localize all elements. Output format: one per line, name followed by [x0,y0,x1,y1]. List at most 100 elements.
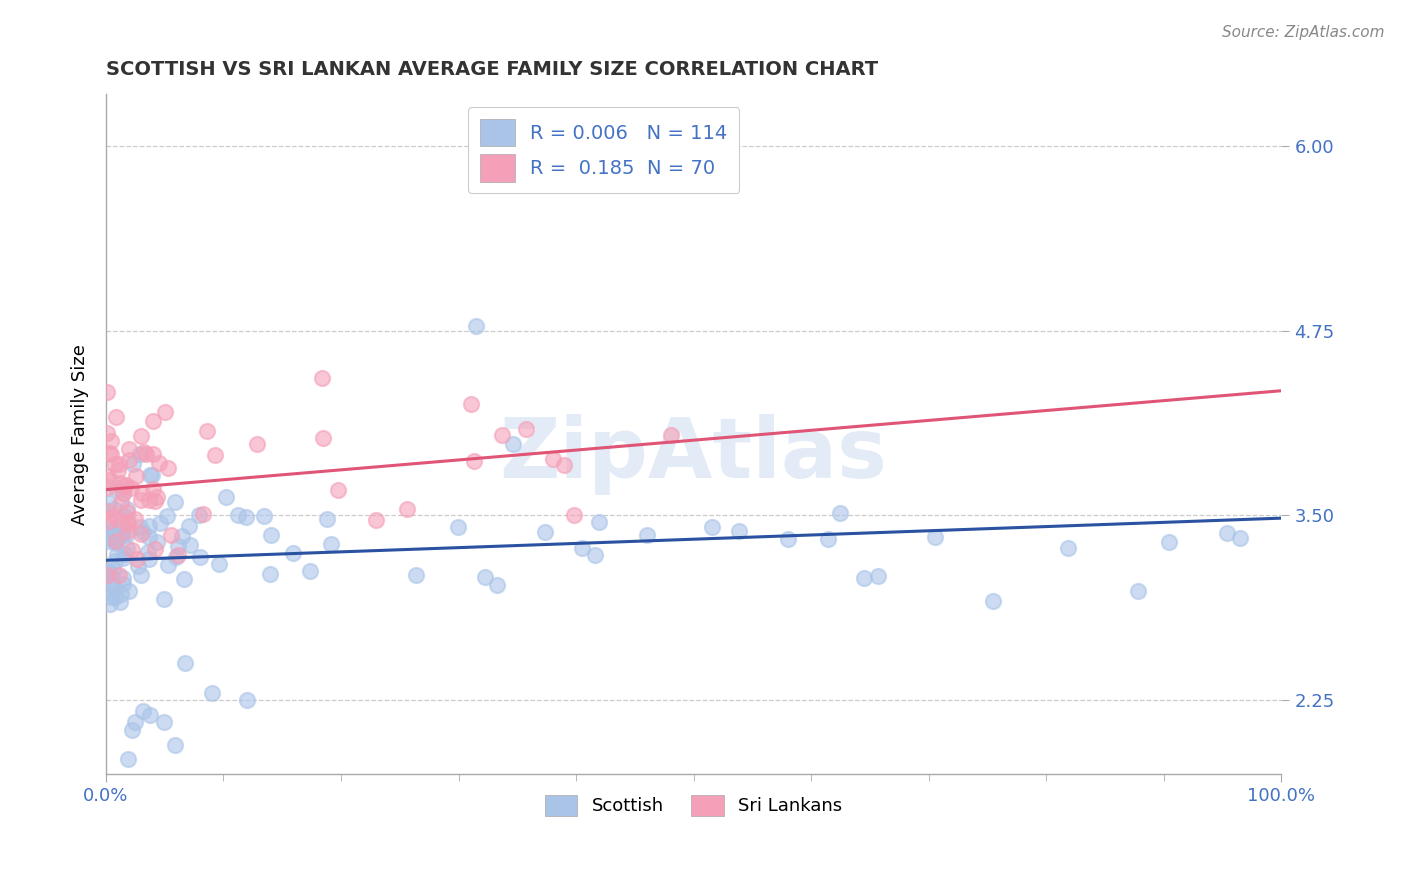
Point [174,657,197,671]
Point [111,528,134,542]
Point [659,428,682,442]
Point [700,520,723,534]
Point [152,715,174,730]
Point [117,524,139,538]
Point [235,510,257,524]
Point [104,553,127,567]
Point [96,469,118,483]
Point [447,520,470,534]
Point [112,571,135,585]
Point [165,738,187,752]
Point [159,528,181,542]
Point [142,415,165,429]
Point [96,504,118,518]
Point [541,451,564,466]
Point [981,594,1004,608]
Point [165,495,187,509]
Point [502,437,524,451]
Point [114,547,136,561]
Point [179,538,201,552]
Point [121,542,143,557]
Point [97,528,120,542]
Point [298,565,321,579]
Point [118,453,141,467]
Point [191,507,214,521]
Point [132,704,155,718]
Point [100,523,122,537]
Point [105,512,128,526]
Point [96,534,118,549]
Point [98,598,121,612]
Point [141,467,163,482]
Point [129,520,152,534]
Point [396,502,419,516]
Point [111,523,134,537]
Point [129,493,152,508]
Text: ZipAtlas: ZipAtlas [499,414,887,495]
Point [131,428,153,442]
Y-axis label: Average Family Size: Average Family Size [72,343,89,524]
Point [124,715,146,730]
Point [96,582,118,596]
Point [98,568,121,582]
Point [138,530,160,544]
Point [153,404,176,418]
Point [100,590,122,604]
Point [121,723,143,737]
Point [135,446,157,460]
Point [172,529,194,543]
Point [148,456,170,470]
Point [115,478,138,492]
Point [149,516,172,531]
Point [486,577,509,591]
Point [830,506,852,520]
Point [117,514,139,528]
Point [208,557,231,571]
Point [132,445,155,459]
Point [104,457,127,471]
Point [491,428,513,442]
Point [108,567,131,582]
Point [118,442,141,456]
Point [156,558,179,572]
Point [125,551,148,566]
Point [112,479,135,493]
Point [110,495,132,509]
Point [108,475,131,490]
Point [112,577,135,591]
Point [139,708,162,723]
Point [125,469,148,483]
Point [104,410,127,425]
Point [117,541,139,555]
Point [97,446,120,460]
Point [103,502,125,516]
Point [101,563,124,577]
Point [1056,541,1078,555]
Point [139,468,162,483]
Point [1229,531,1251,545]
Point [111,486,134,500]
Point [131,525,153,540]
Point [129,527,152,541]
Point [104,581,127,595]
Point [97,526,120,541]
Point [1216,526,1239,541]
Point [98,566,121,580]
Point [190,550,212,565]
Point [111,486,134,500]
Point [727,524,749,538]
Point [463,454,485,468]
Point [105,535,128,549]
Point [110,529,132,543]
Point [143,541,166,556]
Point [111,550,134,565]
Point [101,574,124,589]
Legend: Scottish, Sri Lankans: Scottish, Sri Lankans [537,788,849,823]
Point [98,473,121,487]
Point [115,505,138,519]
Point [105,533,128,548]
Point [778,533,800,547]
Point [141,447,163,461]
Point [460,397,482,411]
Point [136,545,159,559]
